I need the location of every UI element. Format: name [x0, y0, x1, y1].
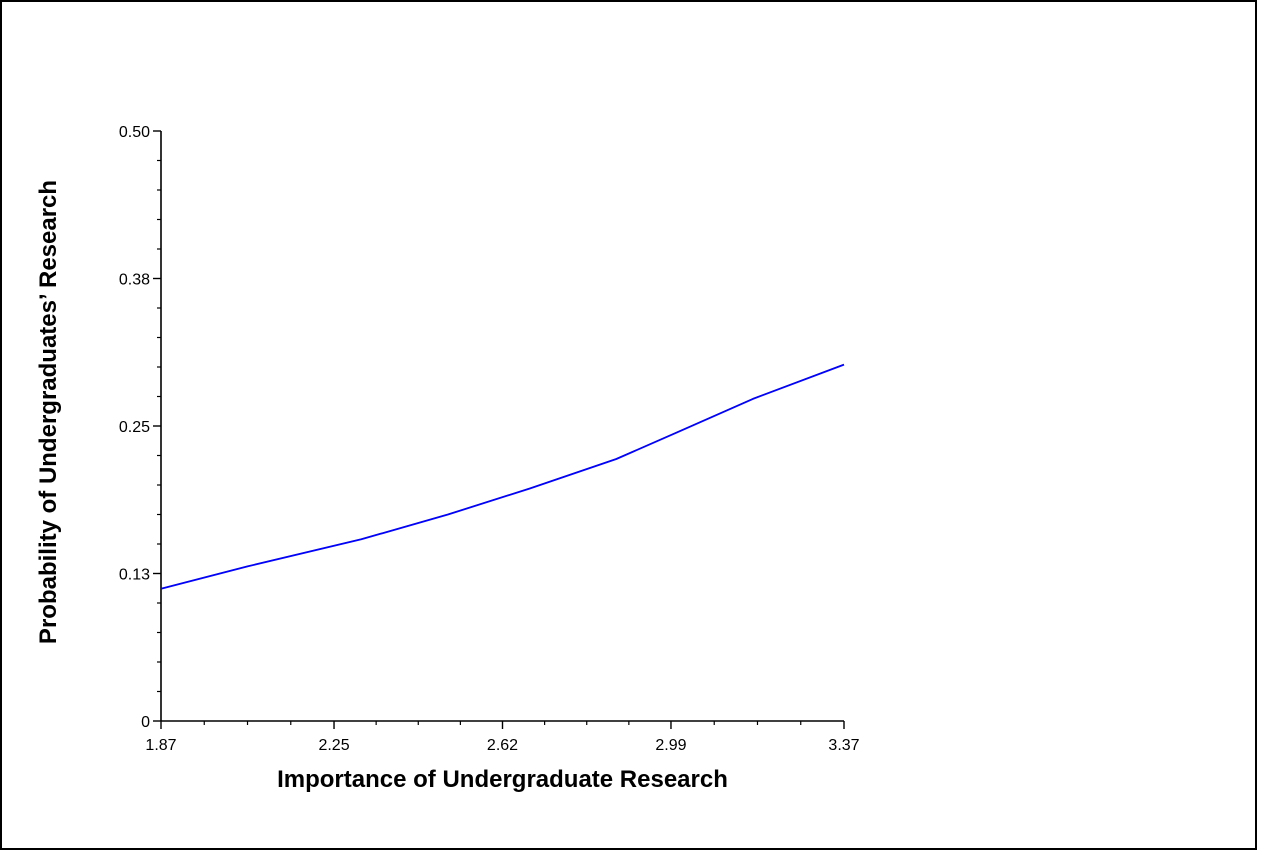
- x-tick-label: 1.87: [145, 737, 176, 754]
- y-axis: 0 0.13 0.25 0.38 0.50: [119, 124, 162, 731]
- x-axis-title: Importance of Undergraduate Research: [277, 766, 728, 793]
- y-axis-title: Probability of Undergraduates’ Research: [35, 180, 62, 644]
- x-tick-label: 2.99: [655, 737, 686, 754]
- y-tick-label: 0.38: [119, 272, 150, 289]
- y-tick-label: 0.50: [119, 124, 150, 141]
- x-tick-label: 2.62: [487, 737, 518, 754]
- y-tick-label: 0.25: [119, 419, 150, 436]
- y-tick-label: 0.13: [119, 567, 150, 584]
- x-tick-label: 2.25: [318, 737, 349, 754]
- x-axis: 1.87 2.25 2.62 2.99 3.37: [145, 720, 860, 754]
- series-group: [160, 363, 845, 590]
- x-tick-label: 3.37: [828, 737, 859, 754]
- y-tick-label: 0: [141, 714, 150, 731]
- series-line: [160, 363, 845, 590]
